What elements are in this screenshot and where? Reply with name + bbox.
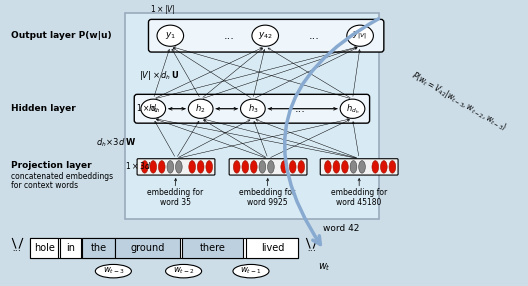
Text: Output layer P(w|u): Output layer P(w|u) (11, 31, 111, 40)
Ellipse shape (242, 161, 249, 173)
Text: the: the (91, 243, 107, 253)
Ellipse shape (188, 99, 213, 118)
Text: $|V|\times d_h\,\mathbf{U}$: $|V|\times d_h\,\mathbf{U}$ (139, 69, 180, 82)
Ellipse shape (268, 161, 274, 173)
Text: $h_3$: $h_3$ (248, 102, 258, 115)
Bar (30, 239, 298, 258)
Ellipse shape (340, 99, 365, 118)
Ellipse shape (289, 161, 296, 173)
Ellipse shape (259, 161, 266, 173)
Text: concatenated embeddings: concatenated embeddings (11, 172, 113, 182)
Text: there: there (200, 243, 225, 253)
Ellipse shape (233, 161, 240, 173)
Ellipse shape (175, 161, 182, 173)
FancyBboxPatch shape (134, 94, 370, 123)
Bar (60, 239, 81, 258)
Text: $1\times d_h$: $1\times d_h$ (136, 102, 160, 115)
Text: embedding for
word 35: embedding for word 35 (147, 188, 203, 207)
Text: ...: ... (13, 243, 22, 253)
Text: $y_1$: $y_1$ (165, 30, 176, 41)
Bar (246, 239, 298, 258)
Ellipse shape (333, 161, 340, 173)
Text: $d_h\!\times\!3d\;\mathbf{W}$: $d_h\!\times\!3d\;\mathbf{W}$ (96, 136, 137, 149)
Ellipse shape (250, 161, 257, 173)
Bar (30, 239, 58, 258)
FancyBboxPatch shape (229, 159, 307, 175)
Text: $1\times|V|$: $1\times|V|$ (150, 3, 176, 15)
Ellipse shape (325, 161, 331, 173)
Text: word 42: word 42 (323, 225, 360, 233)
Bar (182, 239, 243, 258)
Text: $w_{t-1}$: $w_{t-1}$ (240, 266, 262, 276)
Text: embedding for
word 45180: embedding for word 45180 (331, 188, 387, 207)
Text: ground: ground (130, 243, 165, 253)
Text: for context words: for context words (11, 181, 78, 190)
Ellipse shape (167, 161, 174, 173)
Text: Hidden layer: Hidden layer (11, 104, 76, 113)
Bar (115, 239, 180, 258)
Text: $w_t$: $w_t$ (318, 261, 331, 273)
FancyBboxPatch shape (137, 159, 215, 175)
Ellipse shape (197, 161, 204, 173)
Bar (125, 13, 379, 219)
Ellipse shape (372, 161, 379, 173)
Ellipse shape (142, 161, 148, 173)
Text: $y_{|V|}$: $y_{|V|}$ (353, 30, 368, 42)
Ellipse shape (233, 265, 269, 278)
Text: hole: hole (34, 243, 54, 253)
Text: $1\times 3d$: $1\times 3d$ (125, 160, 150, 171)
Text: $w_{t-3}$: $w_{t-3}$ (102, 266, 124, 276)
Text: $h_2$: $h_2$ (195, 102, 206, 115)
Ellipse shape (342, 161, 348, 173)
Ellipse shape (206, 161, 213, 173)
Ellipse shape (157, 25, 184, 46)
Text: $w_{t-2}$: $w_{t-2}$ (173, 266, 194, 276)
Ellipse shape (347, 25, 373, 46)
Text: embedding for
word 9925: embedding for word 9925 (239, 188, 295, 207)
FancyBboxPatch shape (148, 19, 384, 52)
Text: $P(w_t{=}V_{42}|w_{t-3},w_{t-2},w_{t-3})$: $P(w_t{=}V_{42}|w_{t-3},w_{t-2},w_{t-3})… (409, 68, 510, 134)
Ellipse shape (381, 161, 387, 173)
Text: Projection layer: Projection layer (11, 161, 91, 170)
Text: $h_1$: $h_1$ (148, 102, 158, 115)
Text: in: in (66, 243, 75, 253)
Ellipse shape (252, 25, 278, 46)
Text: ...: ... (307, 243, 316, 253)
Ellipse shape (158, 161, 165, 173)
Ellipse shape (150, 161, 156, 173)
Ellipse shape (281, 161, 288, 173)
Text: $y_{42}$: $y_{42}$ (258, 30, 272, 41)
Text: ...: ... (309, 31, 320, 41)
Ellipse shape (189, 161, 195, 173)
Bar (82, 239, 115, 258)
Ellipse shape (298, 161, 305, 173)
Ellipse shape (166, 265, 202, 278)
Text: $h_{d_h}$: $h_{d_h}$ (346, 102, 359, 116)
Ellipse shape (241, 99, 265, 118)
Ellipse shape (96, 265, 131, 278)
Ellipse shape (350, 161, 357, 173)
Ellipse shape (141, 99, 166, 118)
Text: lived: lived (261, 243, 284, 253)
FancyBboxPatch shape (320, 159, 398, 175)
Text: ...: ... (224, 31, 234, 41)
Text: ...: ... (295, 104, 306, 114)
Ellipse shape (389, 161, 395, 173)
Ellipse shape (359, 161, 365, 173)
